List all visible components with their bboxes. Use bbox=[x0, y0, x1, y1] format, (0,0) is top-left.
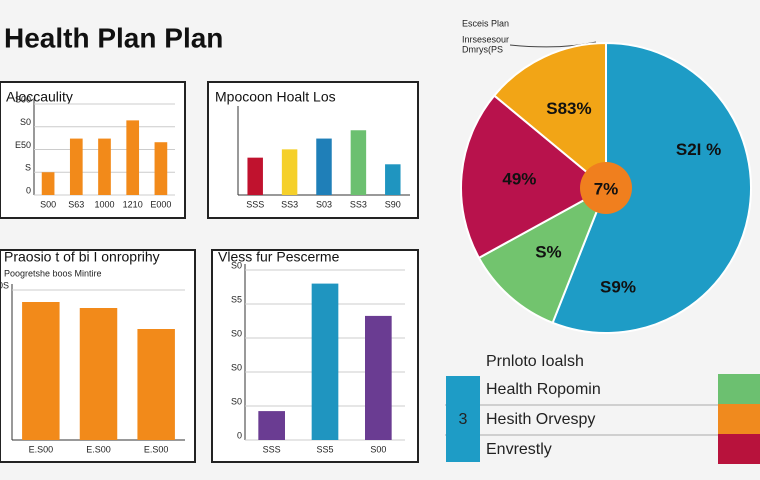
value-label: 49% bbox=[502, 169, 536, 188]
chart-title: Aloccaulity bbox=[6, 89, 73, 105]
bar bbox=[350, 130, 367, 195]
legend-badge bbox=[446, 376, 480, 462]
y-tick-label: S5 bbox=[231, 294, 242, 304]
x-tick-label: 1210 bbox=[123, 199, 143, 209]
y-tick-label: S0 bbox=[231, 328, 242, 338]
y-tick-label: S0 bbox=[231, 396, 242, 406]
bar bbox=[316, 138, 332, 195]
x-tick-label: E.S00 bbox=[29, 444, 54, 454]
legend-badge-label: 3 bbox=[459, 411, 468, 428]
legend-label: Envrestly bbox=[486, 441, 552, 458]
chart-title: Praosio t of bi I onroprihy bbox=[4, 249, 160, 265]
bar bbox=[311, 283, 339, 440]
x-tick-label: 1000 bbox=[94, 199, 114, 209]
bar bbox=[79, 308, 118, 440]
x-tick-label: S00 bbox=[40, 199, 56, 209]
chart-title: Mpocoon Hoalt Los bbox=[215, 89, 336, 105]
value-label: S83% bbox=[546, 99, 591, 118]
x-tick-label: S63 bbox=[68, 199, 84, 209]
page-title: Health Plan Plan bbox=[4, 22, 223, 53]
legend-swatch bbox=[718, 404, 760, 434]
x-tick-label: E.S00 bbox=[144, 444, 169, 454]
bar bbox=[126, 120, 140, 195]
legend-swatch bbox=[718, 434, 760, 464]
value-label: S2I % bbox=[676, 140, 721, 159]
y-tick-label: 0 bbox=[26, 185, 31, 195]
bar bbox=[137, 329, 175, 440]
y-tick-label: S bbox=[25, 163, 31, 173]
x-tick-label: S90 bbox=[385, 199, 401, 209]
annotation: 7% bbox=[594, 179, 619, 198]
chart-subtitle: Poogretshe boos Mintire bbox=[4, 268, 102, 278]
value-label: S% bbox=[535, 243, 561, 262]
legend-label: Health Ropomin bbox=[486, 381, 601, 398]
bar bbox=[98, 138, 111, 195]
y-tick-label: S0 bbox=[20, 117, 31, 127]
bar bbox=[41, 172, 55, 195]
y-tick-label: S.00S bbox=[0, 280, 9, 290]
y-tick-label: 0 bbox=[237, 430, 242, 440]
chart-subtitle: Inrsesesour bbox=[462, 34, 509, 44]
x-tick-label: S00 bbox=[370, 444, 386, 454]
x-tick-label: SS3 bbox=[350, 199, 367, 209]
y-tick-label: S0 bbox=[231, 260, 242, 270]
pie-slice bbox=[477, 185, 608, 325]
x-tick-label: S03 bbox=[316, 199, 332, 209]
y-tick-label: S0 bbox=[231, 362, 242, 372]
pie-slice bbox=[460, 94, 608, 260]
x-tick-label: SSS bbox=[263, 444, 281, 454]
bar bbox=[154, 142, 168, 195]
center-badge bbox=[580, 162, 632, 214]
x-tick-label: E000 bbox=[150, 199, 171, 209]
legend-swatch bbox=[718, 374, 760, 404]
chart-subtitle: Dmrys(PS bbox=[462, 44, 503, 54]
bar bbox=[258, 411, 285, 440]
chart-title: Vless fur Pescerme bbox=[218, 249, 340, 265]
pie-slice bbox=[551, 41, 752, 334]
x-tick-label: E.S00 bbox=[86, 444, 111, 454]
x-tick-label: SS3 bbox=[281, 199, 298, 209]
y-tick-label: E50 bbox=[15, 140, 31, 150]
bar bbox=[365, 315, 392, 440]
bar bbox=[247, 157, 263, 195]
chart-title: Esceis Plan bbox=[462, 18, 509, 28]
bar bbox=[385, 164, 401, 195]
x-tick-label: SS5 bbox=[316, 444, 333, 454]
legend-title: Prnloto Ioalsh bbox=[486, 353, 584, 370]
bar bbox=[22, 302, 60, 440]
legend-label: Hesith Orvespy bbox=[486, 411, 595, 428]
x-tick-label: SSS bbox=[246, 199, 264, 209]
bar bbox=[69, 138, 83, 195]
y-tick-label: S00 bbox=[15, 94, 31, 104]
annotation: S9% bbox=[600, 277, 636, 296]
bar bbox=[281, 149, 298, 195]
pie-slice bbox=[492, 41, 607, 191]
